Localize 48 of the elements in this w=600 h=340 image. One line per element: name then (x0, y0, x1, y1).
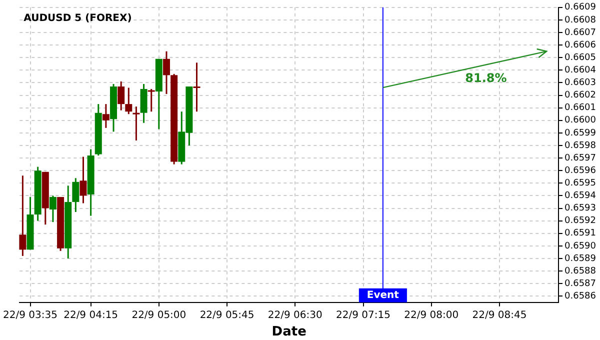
y-tick-label: 0.6596 (564, 166, 596, 176)
candlestick (19, 174, 26, 257)
y-tick-label: 0.6604 (564, 66, 596, 76)
x-tick-label: 22/9 08:45 (472, 310, 527, 321)
y-tick-label: 0.6603 (564, 78, 596, 88)
y-tick-label: 0.6599 (564, 128, 596, 138)
y-tick-label: 0.6601 (564, 103, 596, 114)
x-tick-label: 22/9 06:30 (268, 310, 322, 321)
x-tick-label: 22/9 08:00 (404, 310, 459, 321)
x-tick-label: 22/9 07:15 (336, 310, 390, 321)
x-tick-label: 22/9 04:15 (64, 310, 118, 321)
y-tick-label: 0.6592 (564, 216, 596, 226)
y-tick-label: 0.6591 (564, 228, 596, 239)
candlestick (118, 80, 125, 112)
y-tick-label: 0.6589 (564, 254, 596, 264)
y-tick-label: 0.6598 (564, 140, 596, 151)
y-tick-label: 0.6595 (564, 178, 596, 188)
y-tick-label: 0.6606 (564, 40, 596, 50)
y-tick-label: 0.6594 (564, 191, 596, 202)
candlestick (140, 83, 148, 124)
y-tick-label: 0.6602 (564, 90, 596, 101)
candlestick (80, 156, 87, 204)
candlestick (102, 103, 110, 129)
candlestick (72, 177, 80, 213)
y-tick-label: 0.6597 (564, 153, 596, 164)
y-tick-label: 0.6588 (564, 266, 596, 276)
y-tick-label: 0.6608 (564, 15, 596, 26)
candlestick (148, 88, 155, 112)
candlestick (162, 50, 170, 95)
candlestick (193, 62, 200, 112)
candlestick (132, 106, 140, 142)
text: AUDUSD 5 (FOREX) (24, 12, 132, 24)
ref-line-label: Event (366, 290, 400, 301)
candlestick (125, 86, 132, 115)
x-tick-label: 22/9 05:00 (132, 310, 186, 321)
y-tick-label: 0.6605 (564, 52, 596, 63)
y-tick-label: 0.6607 (564, 28, 596, 38)
y-tick-label: 0.6609 (564, 2, 596, 13)
y-tick-label: 0.6587 (564, 278, 596, 289)
y-tick-label: 0.6593 (564, 204, 596, 214)
y-tick-label: 0.6586 (564, 291, 596, 302)
x-axis-title: Date (272, 324, 307, 340)
candlestick (49, 194, 56, 223)
y-tick-label: 0.6600 (564, 116, 596, 126)
annotation: 81.8% (465, 70, 507, 85)
x-tick-label: 22/9 03:35 (3, 310, 58, 321)
x-tick-label: 22/9 05:45 (200, 310, 254, 321)
y-tick-label: 0.6590 (564, 241, 596, 252)
